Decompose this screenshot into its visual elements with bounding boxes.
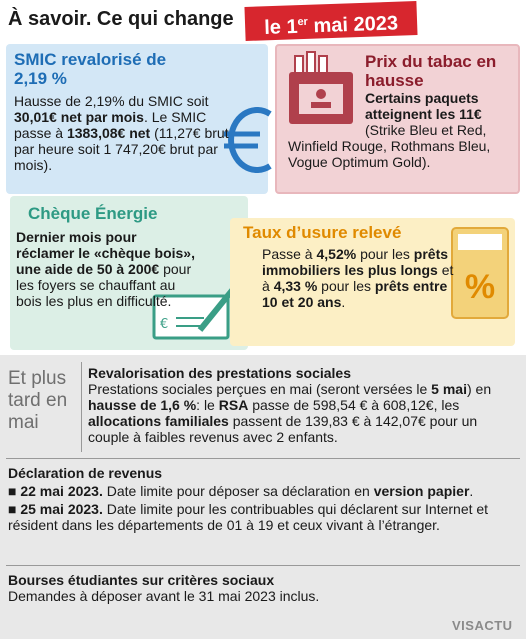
section-title: Revalorisation des prestations sociales (88, 365, 351, 381)
section-title: Déclaration de revenus (8, 465, 163, 481)
bold-text: ■ 22 mai 2023. (8, 483, 103, 499)
text: Prestations sociales perçues en mai (ser… (88, 381, 432, 397)
later-label: Et plus tard en mai (8, 368, 68, 433)
bold-text: RSA (218, 397, 249, 413)
bold-text: ■ 25 mai 2023. (8, 501, 103, 517)
bold-text: 30,01€ net par mois (14, 109, 144, 125)
calculator-icon: % (451, 227, 509, 319)
bold-text: prêts entre 10 et 20 ans (262, 278, 448, 310)
text: Date limite pour les contribuables qui d… (8, 501, 489, 533)
paragraph: Demandes à déposer avant le 31 mai 2023 … (8, 588, 522, 604)
text: Demandes à déposer avant le 31 mai 2023 … (8, 588, 320, 604)
box-text: Dernier mois pour réclamer le «chèque bo… (16, 229, 198, 309)
bold-text: allocations familiales (88, 413, 229, 429)
tabac-content: Prix du tabac en hausse Certains paquets… (288, 52, 516, 170)
bold-text: Certains paquets atteignent les 11€ (365, 90, 482, 122)
bold-text: Dernier mois pour réclamer le «chèque bo… (16, 229, 195, 277)
box-text: Passe à 4,52% pour les prêts immobiliers… (262, 246, 454, 310)
text: . Le SMIC passe à (14, 109, 207, 141)
bold-text: 4,33 % (273, 278, 318, 294)
box-text: Hausse de 2,19% du SMIC soit 30,01€ net … (14, 93, 246, 173)
date-badge: le 1er mai 2023 (244, 1, 418, 41)
svg-text:%: % (465, 268, 495, 306)
logo: VISACTU (452, 618, 513, 633)
bold-text: 1383,08€ net (66, 125, 151, 141)
text: pour les foyers se chauffant au bois les… (16, 261, 192, 309)
section: Revalorisation des prestations sociales … (88, 365, 520, 445)
cigarette-icon (289, 51, 353, 124)
text: passent de 139,83 € à 142,07€ pour un co… (88, 413, 478, 445)
text: passe de 598,54 € à 608,12€, les (248, 397, 460, 413)
bold-text: hausse de 1,6 % (88, 397, 197, 413)
box-title: Taux d’usure relevé (243, 223, 402, 242)
text: pour les (356, 246, 414, 262)
text: . (469, 483, 474, 499)
smic-box (6, 44, 268, 194)
cheque-icon: € (152, 286, 237, 340)
bold-text: prêts immobiliers les plus longs (262, 246, 449, 278)
superscript: er (297, 15, 309, 29)
text: Passe à (262, 246, 317, 262)
bold-text: 4,52% (316, 246, 357, 262)
euro-icon (224, 107, 272, 173)
box-title: Prix du tabac en hausse (365, 52, 497, 90)
text: Date limite pour déposer sa déclaration … (102, 483, 374, 499)
text: (11,27€ brut par heure soit 1 747,20€ br… (14, 125, 229, 173)
icon-space (288, 52, 365, 130)
svg-text:€: € (160, 317, 168, 332)
text: le 1 (263, 15, 299, 39)
bold-text: 5 mai (431, 381, 467, 397)
text: pour les (317, 278, 375, 294)
paragraph: ■ 25 mai 2023. Date limite pour les cont… (8, 501, 522, 533)
text: et à (262, 262, 454, 294)
text: (Strike Bleu et Red, Winfield Rouge, Rot… (288, 122, 491, 170)
text: Hausse de 2,19% du SMIC soit (14, 93, 209, 109)
separator (6, 458, 520, 459)
text: : le (196, 397, 219, 413)
box-text: Certains paquets atteignent les 11€ (Str… (288, 90, 516, 170)
bold-text: version papier (373, 483, 470, 499)
section: Déclaration de revenus ■ 22 mai 2023. Da… (8, 465, 522, 533)
box-title: Chèque Énergie (28, 204, 158, 223)
paragraph: ■ 22 mai 2023. Date limite pour déposer … (8, 483, 522, 499)
text: ) en (466, 381, 492, 397)
section-title: Bourses étudiantes sur critères sociaux (8, 572, 275, 588)
section: Bourses étudiantes sur critères sociaux … (8, 572, 522, 604)
title: À savoir. Ce qui change (8, 8, 234, 30)
text: . (341, 294, 346, 310)
later-panel (0, 355, 526, 639)
separator (6, 565, 520, 566)
text: mai 2023 (307, 12, 399, 38)
paragraph: Prestations sociales perçues en mai (ser… (88, 381, 520, 445)
divider (81, 362, 82, 452)
box-title: SMIC revalorisé de 2,19 % (14, 50, 167, 88)
